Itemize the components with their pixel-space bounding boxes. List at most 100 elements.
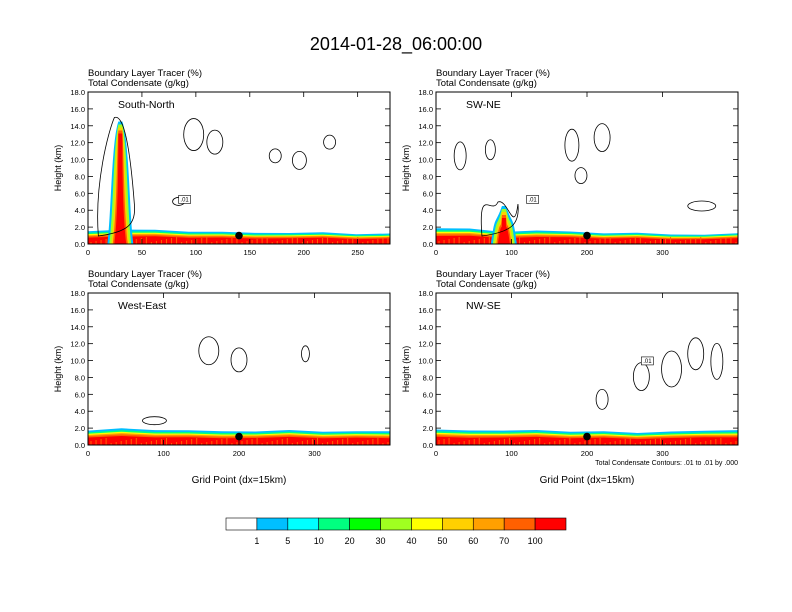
x-tick-label: 200: [581, 449, 594, 458]
condensate-contour: [323, 134, 337, 150]
contour-footnote: Total Condensate Contours: .01 to .01 by…: [595, 460, 738, 467]
colorbar-swatch: [534, 517, 567, 531]
panel-nw-se: Boundary Layer Tracer (%)Total Condensat…: [401, 269, 739, 486]
x-tick-label: 50: [138, 248, 146, 257]
plot-frame: [87, 91, 391, 245]
panel-title-line: Boundary Layer Tracer (%): [88, 68, 202, 79]
x-tick-label: 200: [297, 248, 310, 257]
x-tick-label: 300: [656, 248, 669, 257]
colorbar-swatch: [442, 517, 474, 531]
panel-west-east: Boundary Layer Tracer (%)Total Condensat…: [53, 269, 391, 486]
y-axis-label: Height (km): [401, 346, 411, 393]
x-tick-label: 100: [505, 449, 518, 458]
location-marker: [583, 432, 591, 441]
condensate-contour: [593, 123, 611, 153]
plot-area: [88, 92, 390, 244]
figure-title: 2014-01-28_06:00:00: [310, 34, 482, 55]
contour-label-box: [526, 195, 539, 204]
y-tick-label: 8.0: [75, 373, 85, 382]
condensate-contour: [661, 350, 682, 388]
condensate-contour: [710, 342, 724, 380]
condensate-contour: [564, 128, 580, 162]
y-tick-label: 8.0: [423, 172, 433, 181]
y-tick-label: 2.0: [423, 223, 433, 232]
x-tick-label: 0: [86, 248, 90, 257]
condensate-contour: [484, 139, 496, 161]
panel-title-line: Boundary Layer Tracer (%): [436, 68, 550, 79]
y-tick-label: 6.0: [75, 189, 85, 198]
location-marker: [235, 231, 243, 240]
panel-title-line: Total Condensate (g/kg): [436, 279, 537, 290]
x-tick-label: 150: [244, 248, 257, 257]
panel-sw-ne: Boundary Layer Tracer (%)Total Condensat…: [401, 68, 739, 257]
panel-label: South-North: [118, 99, 175, 111]
colorbar-label: 70: [499, 536, 509, 546]
plot-area: [436, 92, 738, 244]
colorbar-label: 20: [345, 536, 355, 546]
condensate-contour: [301, 345, 310, 363]
panels: Boundary Layer Tracer (%)Total Condensat…: [53, 68, 739, 486]
y-tick-label: 4.0: [75, 206, 85, 215]
colorbar-swatch: [225, 517, 258, 531]
colorbar: 1 5 10 20 30 40 50 60 70 100: [225, 517, 567, 546]
panel-label: West-East: [118, 300, 166, 312]
x-tick-label: 0: [86, 449, 90, 458]
y-tick-label: 12.0: [418, 139, 433, 148]
condensate-contour: [142, 416, 167, 426]
colorbar-swatch: [411, 517, 443, 531]
bl-band: [88, 236, 390, 244]
condensate-contour: [687, 200, 717, 212]
x-axis-label: Grid Point (dx=15km): [192, 475, 287, 486]
colorbar-label: 5: [285, 536, 290, 546]
y-tick-label: 4.0: [75, 407, 85, 416]
panel-title-line: Total Condensate (g/kg): [88, 279, 189, 290]
panel-title-line: Total Condensate (g/kg): [436, 78, 537, 89]
colorbar-swatch: [349, 517, 381, 531]
x-axis-label: Grid Point (dx=15km): [540, 475, 635, 486]
colorbar-label: 100: [528, 536, 543, 546]
y-tick-label: 0.0: [75, 240, 85, 249]
y-axis-label: Height (km): [53, 346, 63, 393]
colorbar-swatch: [287, 517, 320, 531]
y-tick-label: 18.0: [418, 289, 433, 298]
x-tick-label: 0: [434, 449, 438, 458]
x-tick-label: 200: [233, 449, 246, 458]
y-tick-label: 10.0: [418, 357, 433, 366]
y-tick-label: 10.0: [418, 156, 433, 165]
y-tick-label: 14.0: [70, 323, 85, 332]
condensate-contour: [268, 148, 282, 164]
x-tick-label: 100: [505, 248, 518, 257]
contour-label: .01: [180, 197, 189, 203]
x-tick-label: 300: [308, 449, 321, 458]
y-tick-label: 6.0: [423, 390, 433, 399]
y-tick-label: 8.0: [423, 373, 433, 382]
y-tick-label: 16.0: [70, 105, 85, 114]
x-tick-label: 0: [434, 248, 438, 257]
y-tick-label: 14.0: [70, 122, 85, 131]
condensate-contour: [687, 337, 705, 371]
y-tick-label: 8.0: [75, 172, 85, 181]
y-tick-label: 0.0: [75, 441, 85, 450]
colorbar-label: 60: [468, 536, 478, 546]
condensate-contour: [480, 201, 519, 237]
condensate-contour: [230, 347, 248, 373]
x-tick-label: 100: [190, 248, 203, 257]
panel-label: SW-NE: [466, 99, 501, 111]
y-axis-label: Height (km): [53, 145, 63, 192]
panel-title-line: Boundary Layer Tracer (%): [88, 269, 202, 280]
panel-title-line: Boundary Layer Tracer (%): [436, 269, 550, 280]
y-tick-label: 2.0: [75, 424, 85, 433]
y-tick-label: 14.0: [418, 122, 433, 131]
contour-label-box: [178, 195, 191, 204]
y-tick-label: 6.0: [423, 189, 433, 198]
plume-band: [114, 133, 127, 244]
y-tick-label: 10.0: [70, 357, 85, 366]
condensate-contour: [574, 167, 588, 185]
contour-label: .01: [528, 197, 537, 203]
condensate-contour: [595, 388, 609, 410]
y-tick-label: 16.0: [70, 306, 85, 315]
y-tick-label: 16.0: [418, 306, 433, 315]
condensate-contour: [198, 336, 220, 366]
y-tick-label: 18.0: [70, 289, 85, 298]
location-marker: [583, 231, 591, 240]
